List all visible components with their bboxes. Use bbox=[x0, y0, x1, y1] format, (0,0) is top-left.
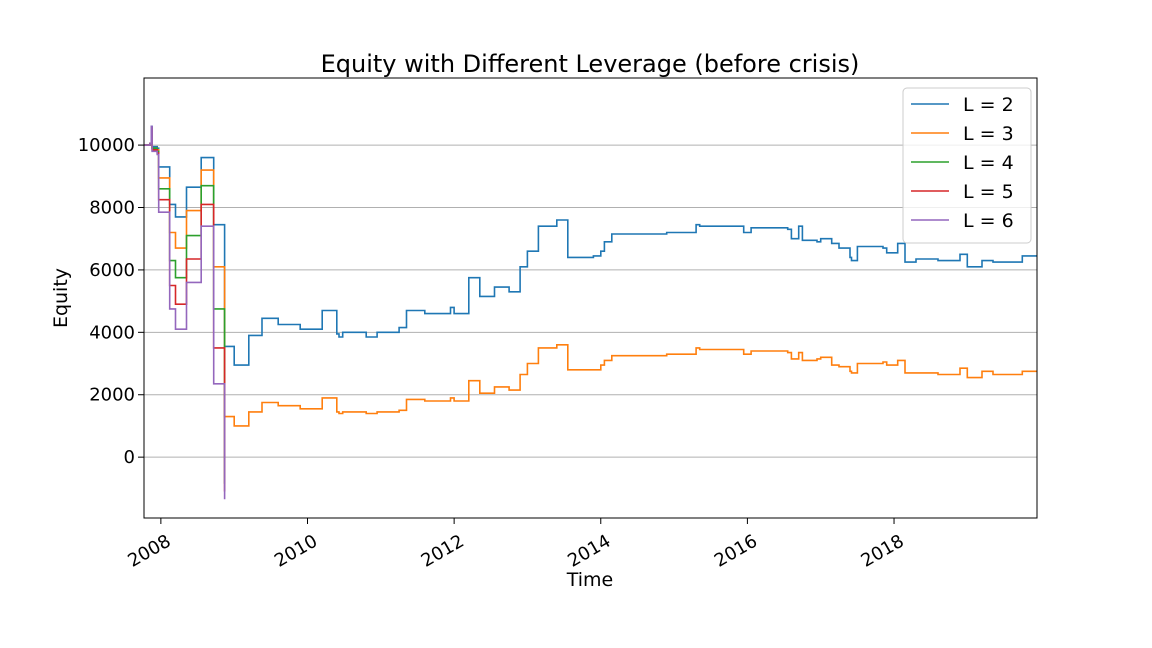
legend: L = 2 L = 3 L = 4 L = 5 L = 6 bbox=[902, 87, 1032, 244]
y-tick-label: 10000 bbox=[78, 135, 135, 156]
series-layer bbox=[144, 125, 1037, 500]
legend-label: L = 4 bbox=[963, 152, 1014, 174]
plot-frame bbox=[143, 77, 1038, 519]
series-line-L3 bbox=[144, 128, 1037, 427]
series-line-L6 bbox=[144, 125, 226, 500]
y-tick-label: 2000 bbox=[89, 385, 135, 406]
legend-label: L = 3 bbox=[963, 123, 1014, 145]
chart-title: Equity with Different Leverage (before c… bbox=[321, 50, 860, 78]
series-line-L2 bbox=[144, 125, 1037, 366]
y-tick-label: 6000 bbox=[89, 260, 135, 281]
y-tick-label: 0 bbox=[124, 447, 135, 468]
legend-box bbox=[902, 87, 1032, 244]
legend-label: L = 5 bbox=[963, 181, 1014, 203]
y-tick-label: 8000 bbox=[89, 198, 135, 219]
legend-label: L = 2 bbox=[963, 94, 1014, 116]
y-axis-label: Equity bbox=[50, 268, 72, 328]
legend-label: L = 6 bbox=[963, 210, 1014, 232]
x-axis-label: Time bbox=[566, 569, 614, 591]
y-tick-label: 4000 bbox=[89, 322, 135, 343]
grid-layer bbox=[144, 144, 1037, 458]
